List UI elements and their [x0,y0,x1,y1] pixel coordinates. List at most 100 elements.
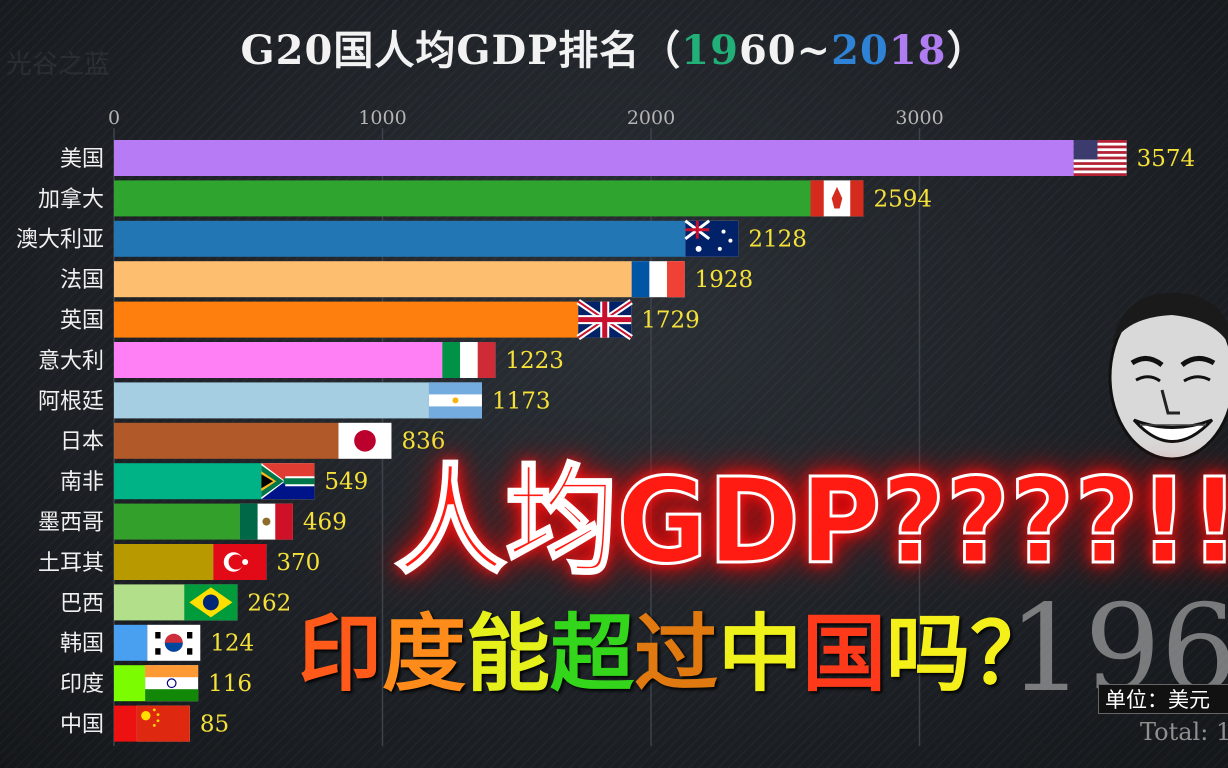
bar-row: 意大利 1223 [38,342,564,378]
bar-row: 巴西 262 [60,584,291,621]
bar-row: 阿根廷 1173 [38,382,551,419]
title-year-digit: 60~ [738,27,832,74]
bar-row: 墨西哥 469 [38,503,347,540]
ar-flag-icon [428,382,482,419]
title-suffix: ） [946,27,988,74]
bar [114,705,137,742]
x-tick-label: 3000 [895,107,943,129]
overlay-question-char: 能 [466,605,551,703]
bar [114,463,262,500]
overlay-question-char: 吗 [886,605,971,703]
value-label: 1223 [505,348,564,374]
bar-row: 加拿大 2594 [38,180,932,217]
bar-row: 英国 1729 [60,299,700,341]
bar [114,180,811,217]
value-label: 549 [324,469,368,495]
category-label: 美国 [60,147,104,172]
category-label: 韩国 [60,632,104,657]
bar-row: 韩国 124 [60,624,254,661]
bar [114,261,632,298]
bar [114,422,339,459]
bar [114,301,579,338]
category-label: 南非 [60,470,104,495]
category-label: 日本 [60,430,104,455]
br-flag-icon [184,584,238,621]
overlay-question-char: 超 [550,605,635,703]
category-label: 法国 [60,268,104,293]
bar-row: 法国 1928 [60,261,754,298]
title-prefix: G20国人均GDP排名（ [240,27,682,74]
kr-flag-icon [147,624,201,661]
za-flag-icon [261,463,315,500]
bar-row: 印度 116 [60,665,252,702]
us-flag-icon [1073,140,1127,176]
bar-row: 中国 85 [60,705,229,742]
value-label: 85 [200,712,229,738]
overlay-question-char: ？ [970,605,1055,703]
ca-flag-icon [810,180,864,217]
bar [114,220,686,257]
value-label: 2594 [873,186,932,212]
overlay-question-char: 印 [298,605,383,703]
value-label: 3574 [1137,146,1196,172]
value-label: 116 [208,671,252,697]
bar-row: 美国 3574 [60,140,1195,176]
x-tick-label: 0 [108,107,120,129]
category-label: 土耳其 [38,551,104,576]
au-flag-icon [684,219,739,257]
title-year-digit: 1 [888,27,918,74]
category-label: 英国 [60,309,104,334]
it-flag-icon [442,342,496,378]
bar-row: 日本 836 [60,422,445,459]
tr-flag-icon [213,544,267,580]
jp-flag-icon [338,422,392,459]
category-label: 澳大利亚 [16,228,104,253]
overlay-question-char: 中 [718,605,803,703]
overlay-headline: 人均GDP????!! [394,452,1228,590]
category-label: 巴西 [60,591,104,616]
value-label: 2128 [748,227,807,253]
bar-row: 土耳其 370 [38,544,320,580]
category-label: 加拿大 [38,186,104,212]
bar [114,503,240,540]
fr-flag-icon [631,261,685,298]
mx-flag-icon [239,503,293,540]
overlay-question-char: 度 [382,605,467,703]
title-year-digit: 1 [681,27,711,74]
chart-title: G20国人均GDP排名（1960~2018） [0,18,1228,76]
overlay-question-char: 过 [634,605,719,703]
x-tick-label: 1000 [358,107,406,129]
gb-flag-icon [576,299,633,341]
value-label: 469 [303,510,347,536]
bar [114,665,146,702]
value-label: 1173 [492,388,551,414]
category-label: 中国 [60,713,104,738]
category-label: 意大利 [38,349,104,374]
category-label: 墨西哥 [38,511,104,536]
overlay-question: 印度能超过中国吗？ [298,612,1054,696]
value-label: 836 [401,429,445,455]
bar [114,382,429,419]
total-label: Total: 1 [1140,718,1228,746]
category-label: 印度 [60,672,104,697]
unit-label: 单位：美元 [1098,684,1228,714]
value-label: 262 [247,590,291,616]
title-year-digit: 9 [710,27,739,74]
value-label: 124 [210,631,254,657]
value-label: 370 [276,550,320,576]
watermark: 光谷之蓝 [6,50,111,80]
meme-face-icon [1108,292,1228,461]
title-year-digit: 0 [859,27,889,74]
bar [114,584,185,621]
value-label: 1729 [641,308,700,334]
cn-flag-icon [136,705,190,742]
in-flag-icon [145,665,199,702]
value-label: 1928 [695,267,754,293]
bar [114,140,1074,176]
bar-row: 南非 549 [60,463,368,500]
bar [114,544,214,580]
overlay-question-char: 国 [802,605,887,703]
title-year-digit: 2 [831,27,860,74]
category-label: 阿根廷 [38,389,104,414]
